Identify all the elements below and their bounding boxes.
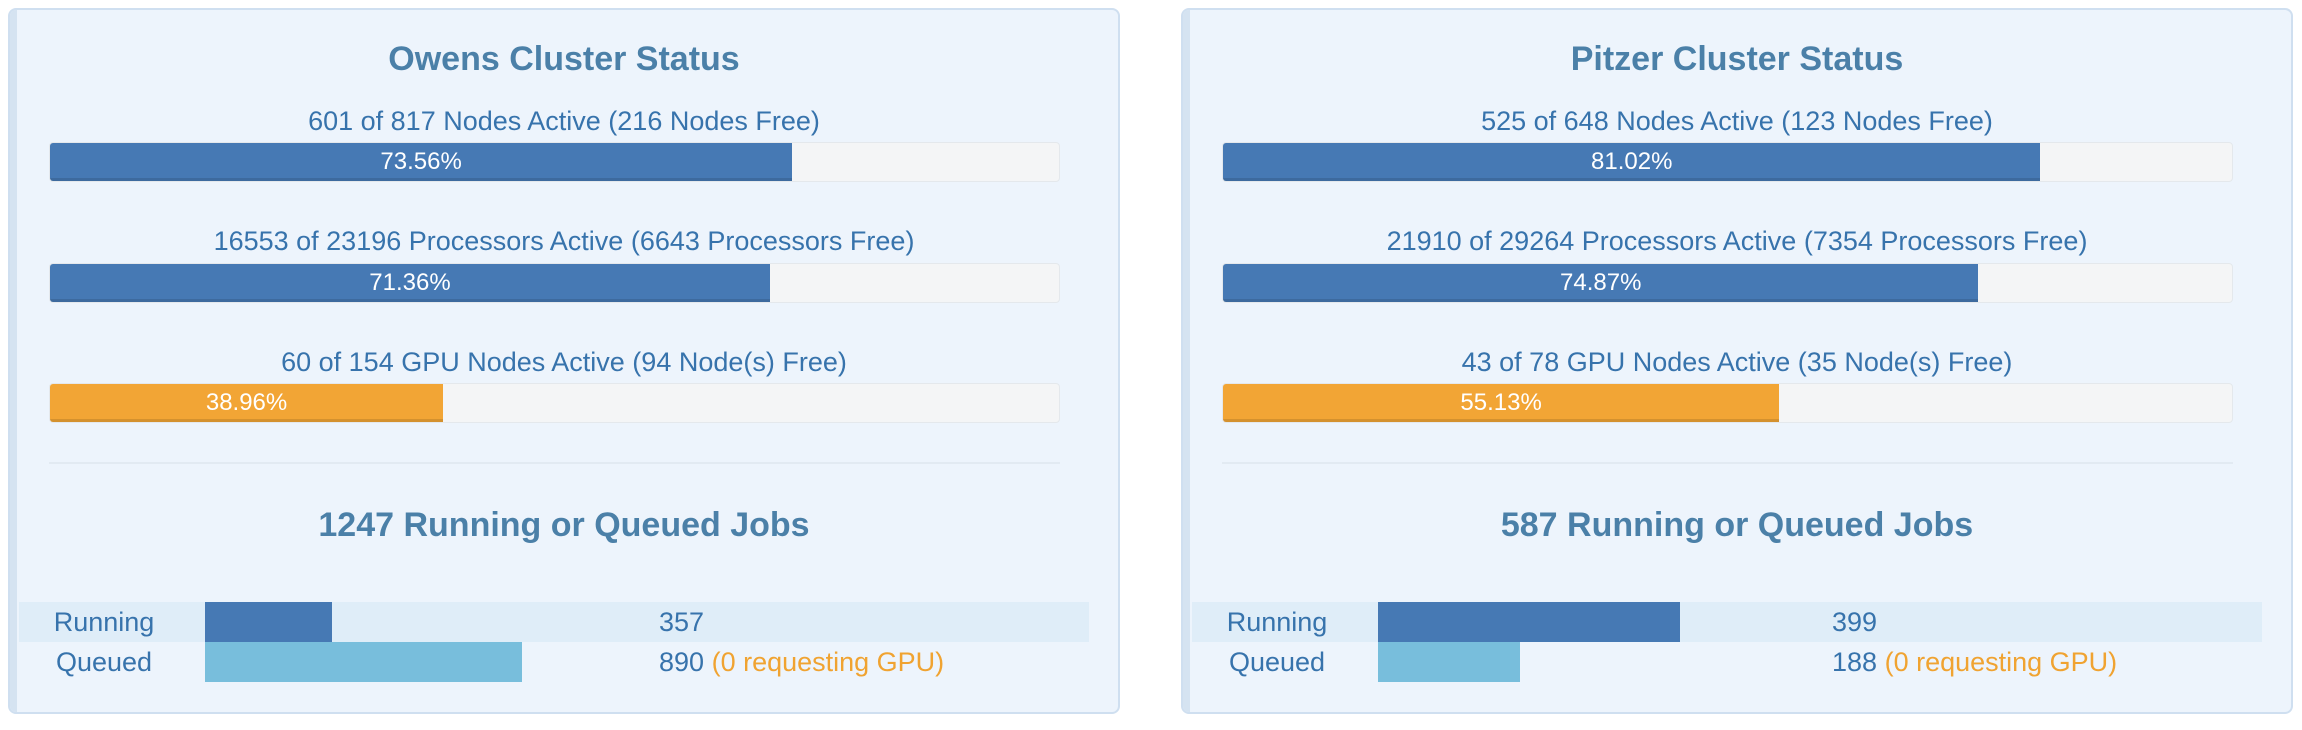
processors-active-label: 21910 of 29264 Processors Active (7354 P… bbox=[1386, 226, 2088, 256]
gpu-nodes-progress-bar: 55.13% bbox=[1222, 383, 2233, 423]
running-jobs-row: Running 357 bbox=[19, 602, 1089, 642]
running-count: 357 bbox=[659, 607, 705, 637]
running-label: Running bbox=[1226, 607, 1328, 637]
nodes-active-label: 525 of 648 Nodes Active (123 Nodes Free) bbox=[1481, 106, 1993, 136]
gpu-nodes-progress-bar: 38.96% bbox=[49, 383, 1060, 423]
running-count: 399 bbox=[1832, 607, 1878, 637]
queued-count-line: 188 (0 requesting GPU) bbox=[1832, 642, 2117, 682]
processors-progress-fill: 74.87% bbox=[1223, 264, 1979, 302]
gpu-nodes-active-label: 60 of 154 GPU Nodes Active (94 Node(s) F… bbox=[281, 347, 847, 377]
queued-gpu-note: (0 requesting GPU) bbox=[1884, 647, 2118, 677]
processors-active-label: 16553 of 23196 Processors Active (6643 P… bbox=[213, 226, 915, 256]
gpu-nodes-progress-fill: 55.13% bbox=[1223, 384, 1780, 422]
queued-count: 188 bbox=[1832, 647, 1878, 677]
panel-accent-bar bbox=[1183, 10, 1190, 712]
queued-label: Queued bbox=[1228, 647, 1326, 677]
queued-count: 890 bbox=[659, 647, 705, 677]
gpu-nodes-active-label: 43 of 78 GPU Nodes Active (35 Node(s) Fr… bbox=[1461, 347, 2013, 377]
nodes-progress-fill: 73.56% bbox=[50, 143, 793, 181]
running-jobs-bar bbox=[205, 602, 332, 642]
processors-progress-fill: 71.36% bbox=[50, 264, 771, 302]
nodes-progress-bar: 73.56% bbox=[49, 142, 1060, 182]
cluster-title: Owens Cluster Status bbox=[388, 40, 740, 78]
queued-jobs-bar bbox=[205, 642, 522, 682]
panel-accent-bar bbox=[10, 10, 17, 712]
processors-progress-bar: 71.36% bbox=[49, 263, 1060, 303]
nodes-progress-bar: 81.02% bbox=[1222, 142, 2233, 182]
queued-label: Queued bbox=[55, 647, 153, 677]
nodes-active-label: 601 of 817 Nodes Active (216 Nodes Free) bbox=[308, 106, 820, 136]
section-divider bbox=[1222, 462, 2233, 464]
running-label: Running bbox=[53, 607, 155, 637]
pitzer-cluster-panel: Pitzer Cluster Status 525 of 648 Nodes A… bbox=[1181, 8, 2293, 714]
jobs-title: 587 Running or Queued Jobs bbox=[1500, 506, 1974, 544]
gpu-nodes-progress-fill: 38.96% bbox=[50, 384, 444, 422]
owens-cluster-panel: Owens Cluster Status 601 of 817 Nodes Ac… bbox=[8, 8, 1120, 714]
jobs-title: 1247 Running or Queued Jobs bbox=[318, 506, 810, 544]
queued-count-line: 890 (0 requesting GPU) bbox=[659, 642, 944, 682]
nodes-progress-fill: 81.02% bbox=[1223, 143, 2041, 181]
queued-jobs-row: Queued 188 (0 requesting GPU) bbox=[1192, 642, 2262, 682]
cluster-title: Pitzer Cluster Status bbox=[1570, 40, 1904, 78]
running-jobs-row: Running 399 bbox=[1192, 602, 2262, 642]
queued-jobs-bar bbox=[1378, 642, 1520, 682]
queued-gpu-note: (0 requesting GPU) bbox=[711, 647, 945, 677]
running-jobs-bar bbox=[1378, 602, 1680, 642]
queued-jobs-row: Queued 890 (0 requesting GPU) bbox=[19, 642, 1089, 682]
section-divider bbox=[49, 462, 1060, 464]
processors-progress-bar: 74.87% bbox=[1222, 263, 2233, 303]
